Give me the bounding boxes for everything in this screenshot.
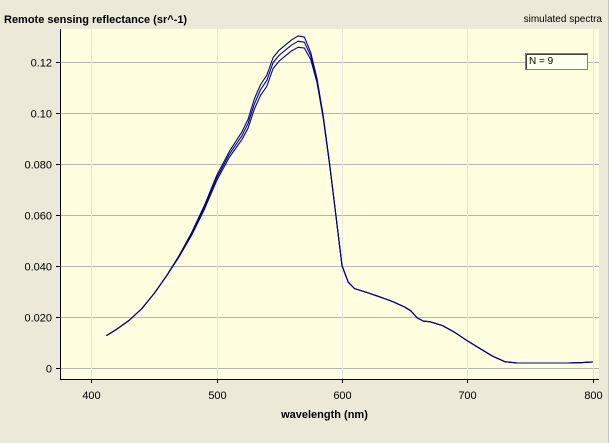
grid-lines (60, 29, 599, 379)
y-tick-label: 0 (46, 364, 52, 376)
y-tick-label: 0.040 (24, 262, 52, 274)
chart-subtitle: simulated spectra (523, 14, 602, 25)
y-tick-label: 0.12 (31, 58, 52, 70)
y-tick-label: 0.020 (24, 313, 52, 325)
y-tick-label: 0.080 (24, 160, 52, 172)
y-tick-label: 0.060 (24, 211, 52, 223)
x-tick-label: 700 (458, 390, 476, 402)
plot-area (60, 29, 599, 379)
chart-title: Remote sensing reflectance (sr^-1) (4, 14, 188, 26)
x-tick-label: 800 (584, 390, 602, 402)
tick-labels: 0 0.020 0.040 0.060 0.080 0.10 0.12 400 500 600 70… (24, 58, 602, 403)
y-tick-label: 0.10 (31, 109, 52, 121)
x-axis-label: wavelength (nm) (281, 409, 368, 421)
axes (56, 29, 599, 383)
x-tick-label: 500 (208, 390, 226, 402)
sample-count-annotation: N = 9 (525, 53, 588, 70)
spectrum-line-3 (106, 35, 593, 364)
series-lines (106, 35, 593, 364)
x-tick-label: 600 (333, 390, 351, 402)
x-tick-label: 400 (82, 390, 100, 402)
